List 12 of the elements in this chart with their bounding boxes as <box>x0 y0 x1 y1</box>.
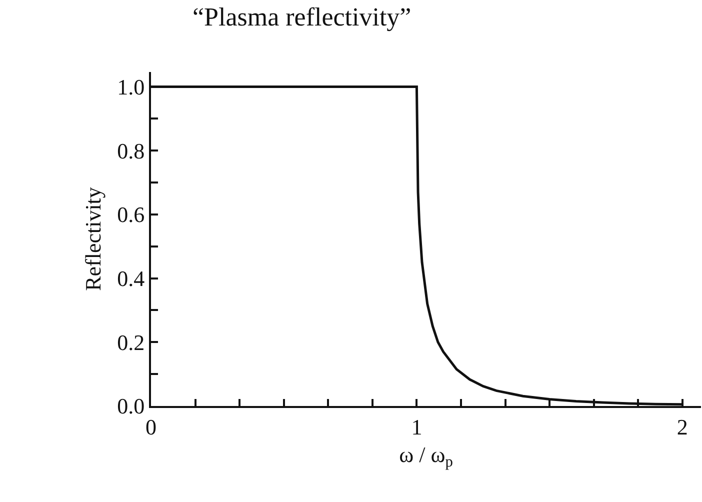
y-tick-label: 0.6 <box>117 202 145 228</box>
y-tick-label: 0.0 <box>117 394 145 419</box>
y-tick-label: 1.0 <box>117 74 145 100</box>
y-tick-label: 0.8 <box>117 138 145 164</box>
chart-title: “Plasma reflectivity” <box>192 2 412 32</box>
y-axis-title: Reflectivity <box>80 187 106 291</box>
x-tick-label: 1 <box>411 414 422 440</box>
y-tick-label: 0.4 <box>117 266 145 291</box>
x-tick-label: 2 <box>676 414 688 440</box>
x-tick-label: 0 <box>146 414 156 440</box>
x-axis-title: ω / ω$_{p}$ <box>399 442 454 470</box>
y-tick-label: 0.2 <box>117 330 145 355</box>
